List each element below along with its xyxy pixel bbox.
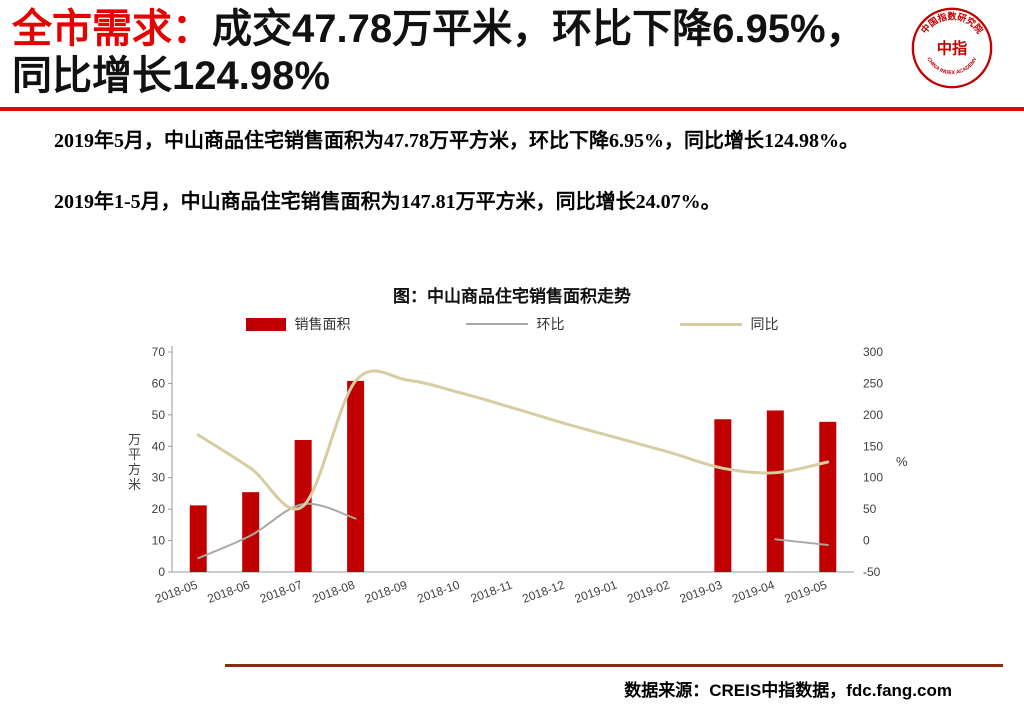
- svg-text:150: 150: [863, 439, 883, 453]
- title-line1: 成交47.78万平米，环比下降6.95%，: [212, 7, 866, 51]
- svg-text:100: 100: [863, 471, 883, 485]
- logo-center-text: 中指: [937, 40, 968, 58]
- svg-text:2019-03: 2019-03: [678, 578, 724, 606]
- svg-text:2018-12: 2018-12: [520, 578, 566, 606]
- svg-text:50: 50: [863, 502, 877, 516]
- header-divider: [0, 107, 1024, 111]
- svg-text:2018-09: 2018-09: [363, 578, 409, 606]
- legend-item-mom: 环比: [465, 314, 565, 334]
- svg-text:2018-10: 2018-10: [415, 578, 461, 606]
- svg-text:30: 30: [152, 471, 166, 485]
- legend-label-mom: 环比: [536, 316, 565, 332]
- svg-text:2019-02: 2019-02: [625, 578, 671, 606]
- sales-trend-chart: 0 10 20 30 40 50 60 70 -50 0 50 100 150 200 250 300 2018…: [128, 345, 908, 606]
- china-index-academy-logo: 中国指数研究院 CHINA INDEX ACADEMY 中指: [910, 6, 994, 90]
- svg-text:2019-04: 2019-04: [730, 578, 776, 606]
- svg-text:250: 250: [863, 376, 883, 390]
- legend-swatch-bar: [245, 317, 286, 331]
- svg-text:20: 20: [152, 502, 166, 516]
- svg-text:2019-05: 2019-05: [783, 578, 829, 606]
- summary-paragraph-ytd: 2019年1-5月，中山商品住宅销售面积为147.81万平方米，同比增长24.0…: [54, 191, 721, 213]
- logo-seal-icon: 中国指数研究院 CHINA INDEX ACADEMY 中指: [911, 7, 993, 89]
- svg-text:40: 40: [152, 439, 166, 453]
- legend-swatch-yoy: [679, 322, 742, 326]
- legend-item-sales-area: 销售面积: [245, 314, 351, 334]
- svg-text:2018-05: 2018-05: [153, 578, 199, 606]
- footer-divider: [225, 664, 1003, 667]
- page-title: 全市需求：成交47.78万平米，环比下降6.95%， 同比增长124.98%: [0, 0, 1024, 100]
- svg-text:200: 200: [863, 408, 883, 422]
- legend-swatch-mom: [465, 323, 528, 325]
- summary-paragraph-may: 2019年5月，中山商品住宅销售面积为47.78万平方米，环比下降6.95%，同…: [54, 130, 859, 152]
- chart-legend: 销售面积 环比 同比: [0, 314, 1024, 334]
- svg-text:10: 10: [152, 534, 166, 548]
- svg-text:70: 70: [152, 345, 166, 359]
- chart-title: 图：中山商品住宅销售面积走势: [393, 287, 631, 306]
- svg-text:万平方米: 万平方米: [128, 432, 141, 492]
- svg-text:0: 0: [158, 565, 165, 579]
- data-source: 数据来源：CREIS中指数据，fdc.fang.com: [624, 681, 952, 700]
- svg-text:300: 300: [863, 345, 883, 359]
- header: 全市需求：成交47.78万平米，环比下降6.95%， 同比增长124.98% 中国…: [0, 0, 1024, 107]
- svg-text:2018-06: 2018-06: [206, 578, 252, 606]
- summary-section: 2019年5月，中山商品住宅销售面积为47.78万平方米，环比下降6.95%，同…: [0, 118, 1024, 240]
- svg-text:2018-07: 2018-07: [258, 578, 304, 606]
- legend-label-sales-area: 销售面积: [294, 316, 351, 332]
- svg-text:%: %: [896, 454, 908, 469]
- svg-text:60: 60: [152, 376, 166, 390]
- svg-text:0: 0: [863, 534, 870, 548]
- svg-text:2019-01: 2019-01: [573, 578, 619, 606]
- svg-text:2018-11: 2018-11: [469, 578, 515, 606]
- title-line2: 同比增长124.98%: [12, 54, 330, 99]
- svg-text:50: 50: [152, 408, 166, 422]
- svg-text:-50: -50: [863, 565, 881, 579]
- legend-item-yoy: 同比: [679, 314, 779, 334]
- legend-label-yoy: 同比: [750, 316, 779, 332]
- svg-text:2018-08: 2018-08: [310, 578, 356, 606]
- title-highlight: 全市需求：: [12, 7, 212, 51]
